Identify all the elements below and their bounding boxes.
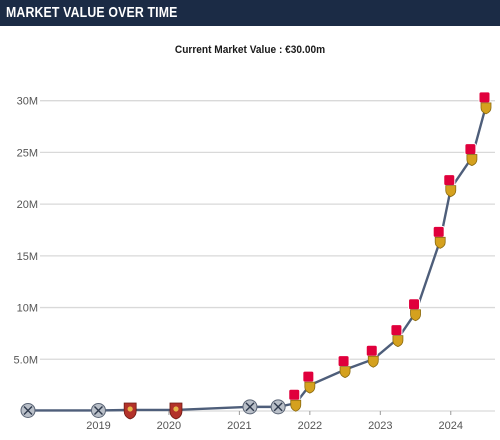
club-crest-icon bbox=[478, 91, 491, 104]
club-shield-icon bbox=[445, 185, 457, 198]
grid bbox=[22, 100, 495, 412]
data-point-loan-club-badge[interactable] bbox=[169, 402, 183, 420]
crest-cross-icon bbox=[23, 405, 33, 415]
y-tick-label: 10M bbox=[17, 303, 38, 315]
page-header: MARKET VALUE OVER TIME bbox=[0, 0, 500, 26]
data-point-loan-club-badge[interactable] bbox=[123, 402, 137, 420]
crest-cross-icon bbox=[273, 402, 283, 412]
data-point-club-badge[interactable] bbox=[464, 143, 478, 167]
data-point-club-badge[interactable] bbox=[443, 174, 457, 198]
x-tick-label: 2023 bbox=[368, 420, 392, 432]
data-point-club-badge[interactable] bbox=[337, 355, 351, 379]
data-point-club-badge[interactable] bbox=[288, 388, 302, 412]
y-tick-label: 20M bbox=[17, 199, 38, 211]
club-crest-icon bbox=[365, 344, 378, 357]
data-point-club-badge[interactable] bbox=[390, 324, 404, 348]
crest-cross-icon bbox=[245, 402, 255, 412]
club-shield-icon bbox=[339, 366, 351, 379]
club-crest-icon bbox=[302, 370, 315, 383]
data-point-club-badge[interactable] bbox=[478, 91, 492, 115]
data-points bbox=[20, 91, 492, 420]
club-crest-icon bbox=[464, 143, 477, 156]
market-value-line bbox=[28, 105, 488, 412]
x-tick-label: 2021 bbox=[227, 420, 251, 432]
y-tick-label: 30M bbox=[17, 96, 38, 108]
y-tick-label: 15M bbox=[17, 251, 38, 263]
x-tick-label: 2024 bbox=[439, 420, 463, 432]
data-point-early-club-badge[interactable] bbox=[242, 399, 258, 415]
current-market-value: Current Market Value : €30.00m bbox=[174, 44, 326, 56]
club-shield-icon bbox=[480, 102, 492, 115]
y-tick-label: 5.0M bbox=[14, 354, 38, 366]
club-shield-icon bbox=[410, 309, 421, 322]
club-shield-icon bbox=[290, 399, 302, 412]
club-crest-icon bbox=[443, 174, 456, 187]
club-crest-icon bbox=[390, 324, 403, 337]
club-shield-icon bbox=[434, 236, 446, 249]
x-tick-label: 2020 bbox=[157, 420, 181, 432]
y-tick-label: 25M bbox=[17, 147, 38, 159]
club-crest-icon bbox=[337, 355, 350, 368]
data-point-club-badge[interactable] bbox=[302, 370, 316, 394]
value-line bbox=[28, 105, 488, 412]
y-axis-ticks: 5.0M 10M 15M 20M 25M 30M bbox=[14, 96, 38, 367]
crest-emblem-icon bbox=[173, 406, 179, 412]
club-shield-icon bbox=[367, 355, 379, 368]
data-point-club-badge[interactable] bbox=[408, 298, 421, 322]
x-tick-label: 2019 bbox=[86, 420, 110, 432]
crest-cross-icon bbox=[93, 405, 103, 415]
data-point-early-club-badge[interactable] bbox=[90, 402, 106, 418]
club-shield-icon bbox=[392, 335, 404, 348]
club-crest-icon bbox=[408, 298, 421, 311]
crest-emblem-icon bbox=[127, 406, 133, 412]
club-shield-icon bbox=[466, 154, 478, 167]
club-crest-icon bbox=[432, 225, 445, 238]
club-shield-icon bbox=[304, 381, 316, 394]
page-title: MARKET VALUE OVER TIME bbox=[6, 4, 178, 21]
x-axis-ticks: 2019 2020 2021 2022 2023 2024 bbox=[86, 411, 463, 432]
data-point-club-badge[interactable] bbox=[365, 344, 379, 368]
x-tick-label: 2022 bbox=[298, 420, 322, 432]
market-value-chart: 5.0M 10M 15M 20M 25M 30M 2019 2020 2021 2022 2023… bbox=[14, 91, 495, 432]
data-point-club-badge[interactable] bbox=[432, 225, 446, 249]
data-point-early-club-badge[interactable] bbox=[270, 399, 286, 415]
data-point-early-club-badge[interactable] bbox=[20, 402, 36, 418]
club-crest-icon bbox=[288, 388, 301, 401]
